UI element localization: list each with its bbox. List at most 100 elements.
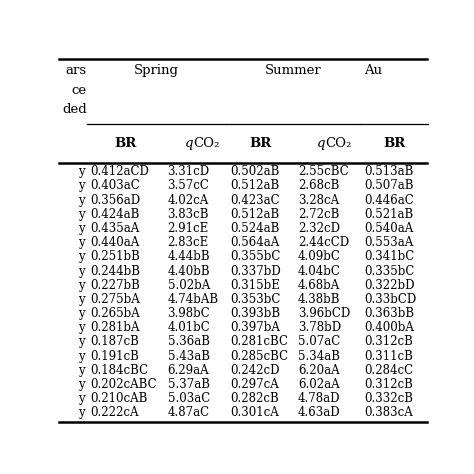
Text: 0.393bB: 0.393bB: [230, 307, 280, 320]
Text: y: y: [78, 165, 85, 178]
Text: 0.187cB: 0.187cB: [91, 336, 139, 348]
Text: y: y: [78, 336, 85, 348]
Text: 0.301cA: 0.301cA: [230, 406, 279, 419]
Text: 0.242cD: 0.242cD: [230, 364, 280, 377]
Text: 2.83cE: 2.83cE: [168, 236, 209, 249]
Text: y: y: [78, 392, 85, 405]
Text: 4.78aD: 4.78aD: [298, 392, 340, 405]
Text: 0.521aB: 0.521aB: [364, 208, 413, 221]
Text: 0.244bB: 0.244bB: [91, 264, 140, 277]
Text: y: y: [78, 279, 85, 292]
Text: 4.63aD: 4.63aD: [298, 406, 341, 419]
Text: 0.282cB: 0.282cB: [230, 392, 279, 405]
Text: 2.68cB: 2.68cB: [298, 179, 339, 192]
Text: 0.281cBC: 0.281cBC: [230, 336, 288, 348]
Text: 0.355bC: 0.355bC: [230, 250, 281, 264]
Text: 5.37aB: 5.37aB: [168, 378, 210, 391]
Text: 0.412aCD: 0.412aCD: [91, 165, 149, 178]
Text: y: y: [78, 378, 85, 391]
Text: y: y: [78, 307, 85, 320]
Text: 2.55cBC: 2.55cBC: [298, 165, 349, 178]
Text: 4.02cA: 4.02cA: [168, 193, 209, 207]
Text: 0.507aB: 0.507aB: [364, 179, 414, 192]
Text: 0.281bA: 0.281bA: [91, 321, 140, 334]
Text: 0.564aA: 0.564aA: [230, 236, 279, 249]
Text: 0.227bB: 0.227bB: [91, 279, 140, 292]
Text: 5.03aC: 5.03aC: [168, 392, 210, 405]
Text: 3.83cB: 3.83cB: [168, 208, 209, 221]
Text: 0.363bB: 0.363bB: [364, 307, 414, 320]
Text: 0.332cB: 0.332cB: [364, 392, 413, 405]
Text: 0.423aC: 0.423aC: [230, 193, 280, 207]
Text: 0.512aB: 0.512aB: [230, 179, 279, 192]
Text: 2.32cD: 2.32cD: [298, 222, 340, 235]
Text: 4.68bA: 4.68bA: [298, 279, 340, 292]
Text: 6.20aA: 6.20aA: [298, 364, 340, 377]
Text: 3.78bD: 3.78bD: [298, 321, 341, 334]
Text: 0.284cC: 0.284cC: [364, 364, 413, 377]
Text: 0.512aB: 0.512aB: [230, 208, 279, 221]
Text: 3.57cC: 3.57cC: [168, 179, 210, 192]
Text: ars: ars: [66, 64, 87, 77]
Text: 4.44bB: 4.44bB: [168, 250, 210, 264]
Text: 5.34aB: 5.34aB: [298, 350, 340, 363]
Text: 0.222cA: 0.222cA: [91, 406, 139, 419]
Text: 0.33bCD: 0.33bCD: [364, 293, 416, 306]
Text: y: y: [78, 208, 85, 221]
Text: 4.01bC: 4.01bC: [168, 321, 210, 334]
Text: 4.87aC: 4.87aC: [168, 406, 210, 419]
Text: 3.28cA: 3.28cA: [298, 193, 339, 207]
Text: 0.191cB: 0.191cB: [91, 350, 139, 363]
Text: 3.98bC: 3.98bC: [168, 307, 210, 320]
Text: q: q: [317, 137, 326, 150]
Text: 3.31cD: 3.31cD: [168, 165, 210, 178]
Text: 4.40bB: 4.40bB: [168, 264, 210, 277]
Text: 0.285cBC: 0.285cBC: [230, 350, 288, 363]
Text: 3.96bCD: 3.96bCD: [298, 307, 350, 320]
Text: 0.397bA: 0.397bA: [230, 321, 280, 334]
Text: 0.251bB: 0.251bB: [91, 250, 140, 264]
Text: q: q: [185, 137, 193, 150]
Text: Summer: Summer: [265, 64, 322, 77]
Text: 4.04bC: 4.04bC: [298, 264, 341, 277]
Text: y: y: [78, 350, 85, 363]
Text: 0.553aA: 0.553aA: [364, 236, 413, 249]
Text: 0.335bC: 0.335bC: [364, 264, 415, 277]
Text: 0.524aB: 0.524aB: [230, 222, 280, 235]
Text: 5.36aB: 5.36aB: [168, 336, 210, 348]
Text: 0.341bC: 0.341bC: [364, 250, 414, 264]
Text: 4.09bC: 4.09bC: [298, 250, 341, 264]
Text: y: y: [78, 321, 85, 334]
Text: y: y: [78, 222, 85, 235]
Text: 6.29aA: 6.29aA: [168, 364, 209, 377]
Text: CO₂: CO₂: [326, 137, 352, 150]
Text: BR: BR: [383, 137, 406, 150]
Text: 0.297cA: 0.297cA: [230, 378, 279, 391]
Text: 0.210cAB: 0.210cAB: [91, 392, 148, 405]
Text: 2.72cB: 2.72cB: [298, 208, 339, 221]
Text: y: y: [78, 193, 85, 207]
Text: 0.440aA: 0.440aA: [91, 236, 140, 249]
Text: y: y: [78, 293, 85, 306]
Text: 0.400bA: 0.400bA: [364, 321, 414, 334]
Text: 4.74bAB: 4.74bAB: [168, 293, 219, 306]
Text: 5.07aC: 5.07aC: [298, 336, 340, 348]
Text: 0.311cB: 0.311cB: [364, 350, 413, 363]
Text: y: y: [78, 264, 85, 277]
Text: y: y: [78, 364, 85, 377]
Text: 0.513aB: 0.513aB: [364, 165, 413, 178]
Text: ded: ded: [62, 102, 87, 116]
Text: 2.91cE: 2.91cE: [168, 222, 209, 235]
Text: 0.275bA: 0.275bA: [91, 293, 140, 306]
Text: 0.265bA: 0.265bA: [91, 307, 140, 320]
Text: Spring: Spring: [134, 64, 179, 77]
Text: 6.02aA: 6.02aA: [298, 378, 340, 391]
Text: 0.337bD: 0.337bD: [230, 264, 281, 277]
Text: y: y: [78, 406, 85, 419]
Text: 0.502aB: 0.502aB: [230, 165, 280, 178]
Text: y: y: [78, 236, 85, 249]
Text: 0.184cBC: 0.184cBC: [91, 364, 149, 377]
Text: 4.38bB: 4.38bB: [298, 293, 340, 306]
Text: 0.312cB: 0.312cB: [364, 378, 413, 391]
Text: Au: Au: [364, 64, 382, 77]
